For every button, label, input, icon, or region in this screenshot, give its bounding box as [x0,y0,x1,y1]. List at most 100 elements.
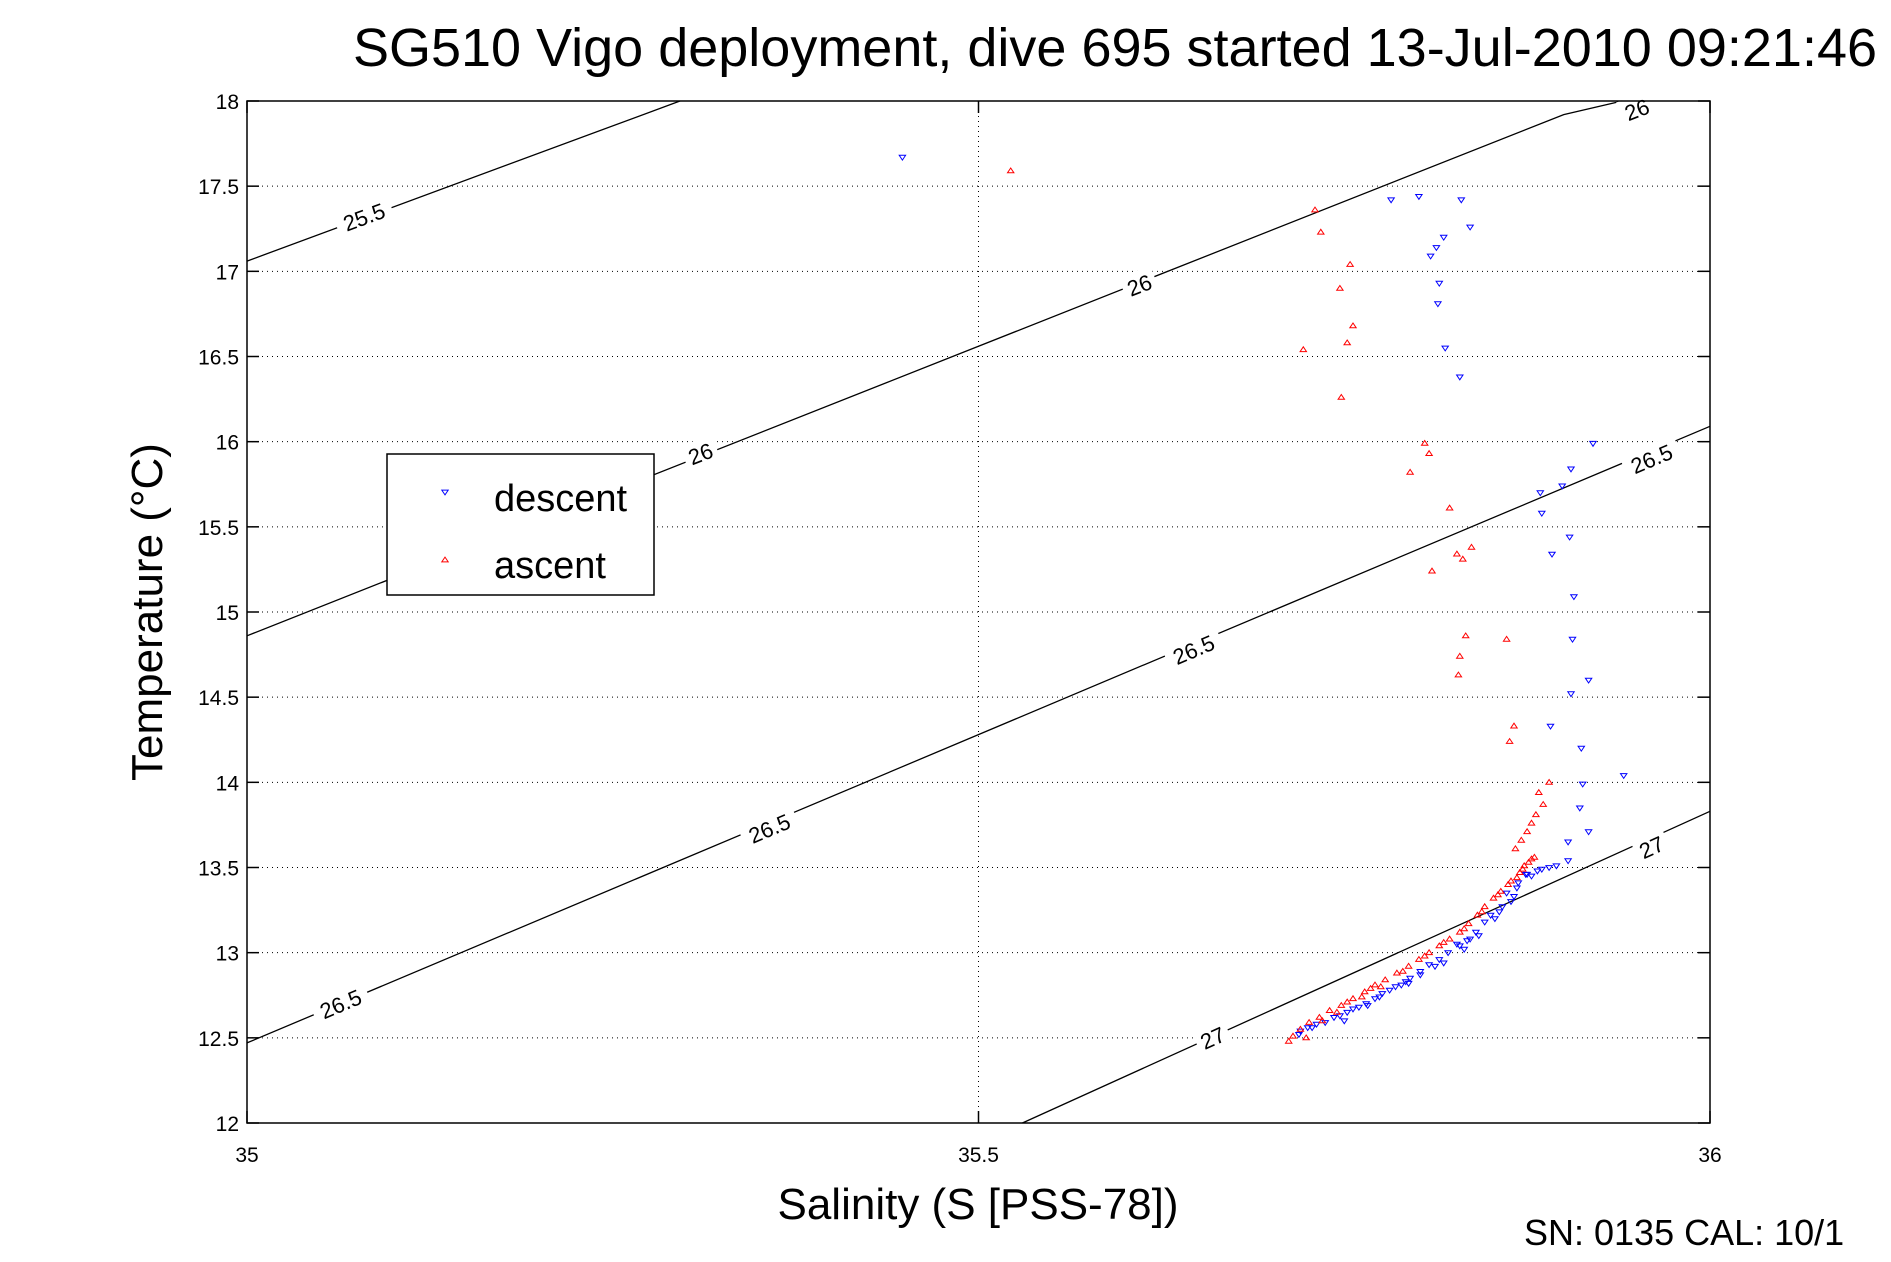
ascent-point [1531,810,1541,818]
ascent-point [1318,1016,1327,1024]
ascent-point [1445,935,1454,942]
ascent-point [1480,902,1489,910]
descent-point [1435,957,1444,964]
descent-point [1565,534,1574,541]
y-tick-label: 17 [216,261,239,284]
descent-point [1432,245,1441,252]
descent-point [1303,1025,1312,1032]
ascent-point [1348,994,1358,1002]
ascent-point [1398,967,1407,974]
descent-point [1474,933,1483,940]
ascent-point [1337,393,1346,400]
descent-point [1498,904,1507,911]
descent-point [1619,773,1628,780]
descent-point [1588,440,1598,448]
density-contour [1022,810,1711,1124]
descent-point [1457,197,1466,204]
contour-label: 26.5 [1169,630,1218,670]
x-axis-label: Salinity (S [PSS-78]) [777,1180,1178,1229]
contour-label-bg [1118,265,1160,303]
ascent-point [1424,449,1434,456]
descent-point [1527,873,1536,880]
y-tick-label: 14 [216,772,240,795]
ascent-point [1325,1006,1334,1013]
descent-point [1404,980,1413,988]
ascent-point [1534,788,1543,795]
ascent-point [1512,873,1522,881]
ascent-point [1530,853,1539,860]
ascent-point [1496,887,1505,894]
descent-point [1514,880,1523,887]
ascent-point [1405,468,1415,475]
ascent-point [1370,981,1380,988]
descent-point [1568,636,1577,644]
ascent-point [1420,439,1429,446]
descent-point [1329,1015,1339,1022]
ascent-point [1455,652,1464,659]
descent-point [1578,781,1587,788]
ascent-point [1332,1008,1342,1015]
descent-point [1354,1004,1364,1012]
descent-point [1471,929,1481,937]
contour-label-group: 26 [1118,265,1160,303]
ascent-point [1502,635,1511,642]
ascent-point [1489,894,1498,901]
y-tick-label: 18 [216,91,239,114]
ascent-point [1288,1032,1298,1039]
descent-point [1495,909,1504,916]
ascent-point [1296,1025,1305,1032]
descent-point [1439,960,1448,967]
descent-point [1414,194,1424,201]
ascent-point [1337,1001,1346,1008]
ascent-point [1520,861,1529,869]
contour-label-group: 27 [1191,1018,1234,1056]
density-contour [246,100,681,262]
descent-point [1465,224,1475,231]
descent-point [1391,984,1400,991]
ascent-point [1427,567,1437,574]
legend-marker-descent-shape [440,489,450,496]
descent-point [1307,1025,1317,1032]
ascent-point [1316,228,1325,235]
contour-label-group: 26.5 [308,979,372,1027]
descent-point [1563,858,1573,865]
descent-point [1435,280,1444,288]
y-tick-label: 15 [216,602,239,625]
ascent-point [1299,345,1308,353]
descent-point [1455,943,1464,950]
y-tick-label: 15.5 [198,517,239,540]
descent-point [1343,1009,1352,1017]
y-tick-label: 12 [216,1113,239,1136]
descent-point [1509,894,1519,901]
descent-point [1502,890,1511,897]
contour-label-bg [1615,90,1658,127]
data-series [898,154,1628,1044]
y-tick-label: 16 [216,432,239,455]
contour-label: 26.5 [1627,439,1676,479]
ascent-point [1006,167,1015,174]
ascent-point [1524,858,1533,865]
ascent-point [1544,778,1554,785]
descent-point [1546,723,1555,730]
y-tick-label: 16.5 [198,347,239,370]
contour-label-bg [737,804,801,851]
descent-point [1547,551,1557,558]
descent-point [1506,899,1516,906]
descent-point [1340,1018,1349,1025]
descent-point [1386,197,1396,204]
ascent-point [1284,1037,1293,1044]
descent-point [1512,885,1522,892]
descent-point [1569,594,1579,601]
descent-point [1455,374,1464,381]
contour-label-group: 26.5 [737,804,801,851]
ascent-point [1348,322,1358,329]
contour-label: 25.5 [340,198,389,236]
descent-point [1405,975,1415,983]
descent-point [1426,253,1435,260]
ascent-point [1455,928,1464,935]
contour-label-group: 26.5 [1161,625,1225,672]
chart-title: SG510 Vigo deployment, dive 695 started … [353,18,1877,78]
contour-label-group: 26 [1615,90,1658,127]
descent-point [1465,936,1475,943]
